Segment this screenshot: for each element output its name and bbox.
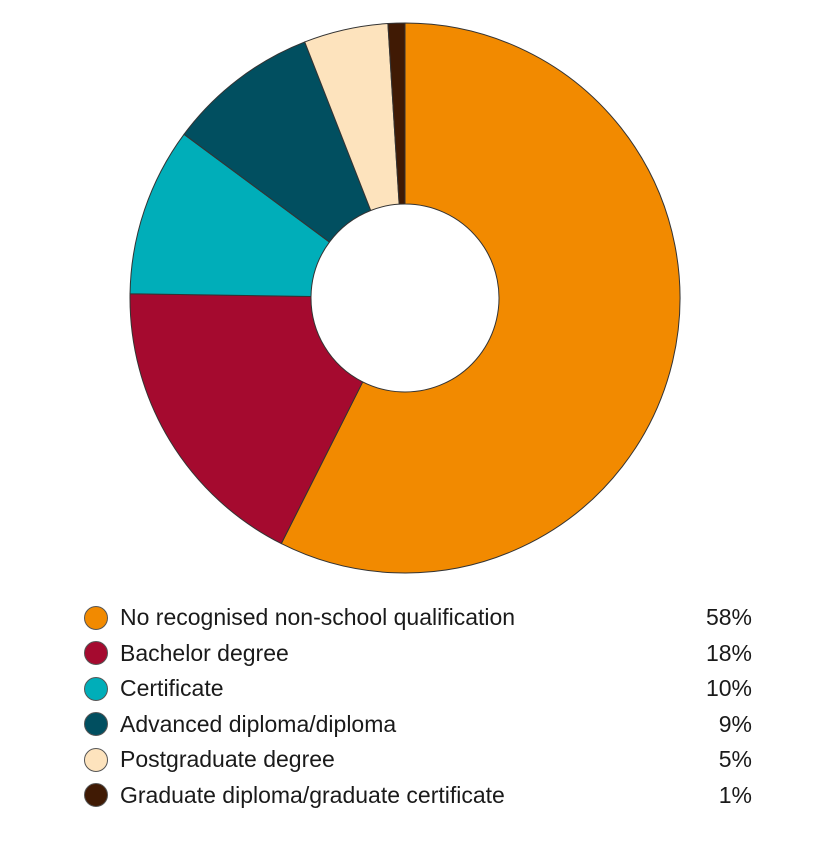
legend-value: 58%	[705, 604, 752, 631]
donut-chart	[129, 22, 681, 574]
legend-label: Graduate diploma/graduate certificate	[120, 781, 505, 808]
legend-item-graduate-diploma: Graduate diploma/graduate certificate 1%	[84, 778, 756, 814]
legend-item-certificate: Certificate 10%	[84, 671, 756, 707]
legend-swatch	[84, 676, 108, 701]
legend-swatch	[84, 605, 108, 630]
slice-graduate-diploma	[387, 22, 406, 205]
legend-swatch	[84, 747, 108, 772]
legend-swatch	[84, 641, 108, 666]
legend-value: 5%	[718, 746, 752, 773]
legend-label: Certificate	[120, 675, 224, 702]
legend-swatch	[84, 712, 108, 737]
legend-swatch	[84, 783, 108, 808]
legend-value: 9%	[718, 710, 752, 737]
slice-no-qualification	[280, 22, 681, 574]
legend-label: Postgraduate degree	[120, 746, 335, 773]
legend-label: Bachelor degree	[120, 639, 289, 666]
legend-value: 1%	[718, 781, 752, 808]
legend: No recognised non-school qualification 58…	[84, 600, 756, 813]
legend-item-bachelor-degree: Bachelor degree 18%	[84, 636, 756, 672]
legend-item-advanced-diploma: Advanced diploma/diploma 9%	[84, 707, 756, 743]
legend-item-postgraduate-degree: Postgraduate degree 5%	[84, 742, 756, 778]
legend-value: 18%	[705, 639, 752, 666]
legend-value: 10%	[705, 675, 752, 702]
legend-label: Advanced diploma/diploma	[120, 710, 397, 737]
legend-item-no-qualification: No recognised non-school qualification 58…	[84, 600, 756, 636]
slice-bachelor-degree	[129, 293, 364, 545]
slice-certificate	[129, 133, 330, 298]
legend-label: No recognised non-school qualification	[120, 604, 516, 631]
